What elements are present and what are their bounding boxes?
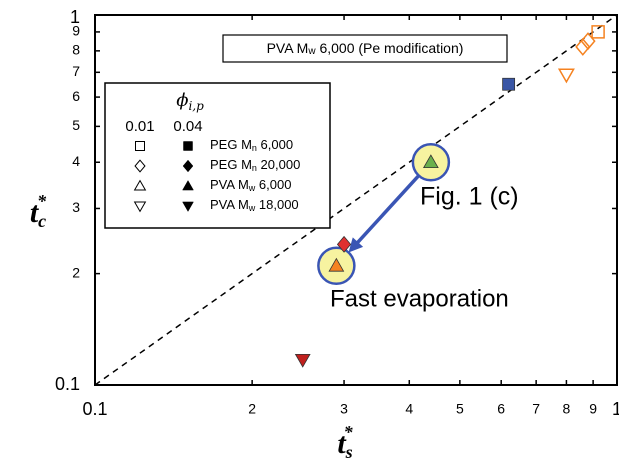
- x-axis-label-part: s: [345, 442, 353, 462]
- data-point: [328, 257, 345, 272]
- x-axis-label-part: *: [344, 422, 354, 442]
- plot-frame: [94, 14, 618, 386]
- annotation-box-text-part: 6,000 (Pe modification): [316, 40, 464, 56]
- arrow-shaft: [352, 174, 421, 248]
- y-tick-label: 1: [70, 7, 80, 27]
- y-axis-label-part: c: [38, 211, 46, 231]
- x-tick-label: 7: [532, 401, 540, 417]
- x-tick-label: 3: [340, 401, 348, 417]
- legend-label-part: PVA M: [210, 197, 249, 212]
- data-point: [422, 154, 439, 169]
- legend-marker: [135, 141, 145, 151]
- legend-label-part: 6,000: [257, 137, 293, 152]
- legend-title-part: ϕ: [176, 90, 188, 111]
- legend-label-part: 20,000: [257, 157, 300, 172]
- legend-box: [104, 82, 331, 229]
- x-axis-label-part: t: [337, 427, 347, 460]
- legend-label-part: 6,000: [255, 177, 291, 192]
- legend-title: ϕi,p: [176, 90, 204, 113]
- legend-label: PVA Mw 6,000: [210, 177, 291, 192]
- legend-label-part: PVA M: [210, 177, 249, 192]
- y-tick-label: 4: [72, 153, 80, 169]
- legend-marker: [182, 201, 194, 212]
- legend-label: PEG Mn 20,000: [210, 157, 300, 172]
- x-tick-label: 2: [248, 401, 256, 417]
- x-axis-label: ts*: [337, 422, 353, 462]
- x-tick-label: 0.1: [82, 399, 107, 419]
- y-tick-label: 9: [72, 23, 80, 39]
- legend-column: 0.04: [173, 118, 202, 135]
- legend-label-part: w: [248, 183, 256, 193]
- legend-marker: [182, 159, 194, 173]
- y-tick-label: 2: [72, 264, 80, 280]
- legend-label: PEG Mn 6,000: [210, 137, 293, 152]
- data-point: [575, 37, 591, 56]
- data-point: [557, 68, 575, 84]
- legend-label-part: n: [252, 163, 257, 173]
- annotation-box-text-part: w: [307, 46, 316, 57]
- y-tick-label: 0.1: [55, 374, 80, 394]
- legend-marker: [183, 141, 193, 151]
- y-axis-label-part: t: [30, 196, 40, 229]
- y-tick-label: 5: [72, 117, 80, 133]
- legend-column: 0.01: [125, 118, 154, 135]
- legend-label-part: PEG M: [210, 157, 252, 172]
- legend-label-part: 18,000: [255, 197, 298, 212]
- x-tick-label: 6: [497, 401, 505, 417]
- legend-label-part: n: [252, 143, 257, 153]
- annotation-box-text-part: PVA M: [267, 40, 309, 56]
- arrow-head: [348, 237, 364, 253]
- data-point: [591, 25, 605, 39]
- data-point: [502, 77, 516, 91]
- annotation: Fig. 1 (c): [420, 183, 519, 211]
- legend-label-part: w: [248, 203, 256, 213]
- legend-marker: [134, 159, 146, 173]
- annotation-box: [222, 34, 508, 63]
- annotation-box-text: PVA Mw 6,000 (Pe modification): [267, 40, 464, 57]
- y-axis-label: tc*: [30, 191, 47, 231]
- legend-title-part: i,p: [188, 99, 204, 113]
- diagonal-reference: [94, 14, 618, 386]
- annotation: Fast evaporation: [330, 285, 509, 312]
- y-axis-label-part: *: [37, 191, 47, 211]
- x-tick-label: 8: [563, 401, 571, 417]
- x-tick-label: 4: [405, 401, 413, 417]
- data-point: [580, 32, 596, 51]
- y-tick-label: 8: [72, 42, 80, 58]
- data-point: [336, 235, 352, 253]
- x-tick-label: 1: [612, 399, 619, 419]
- legend-label-part: PEG M: [210, 137, 252, 152]
- y-tick-label: 6: [72, 88, 80, 104]
- legend-marker: [133, 179, 147, 191]
- legend-marker: [182, 180, 194, 191]
- data-point: [294, 353, 311, 368]
- y-tick-label: 7: [72, 63, 80, 79]
- x-tick-label: 9: [589, 401, 597, 417]
- legend-marker: [133, 201, 147, 213]
- y-tick-label: 3: [72, 199, 80, 215]
- legend-label: PVA Mw 18,000: [210, 197, 299, 212]
- x-tick-label: 5: [456, 401, 464, 417]
